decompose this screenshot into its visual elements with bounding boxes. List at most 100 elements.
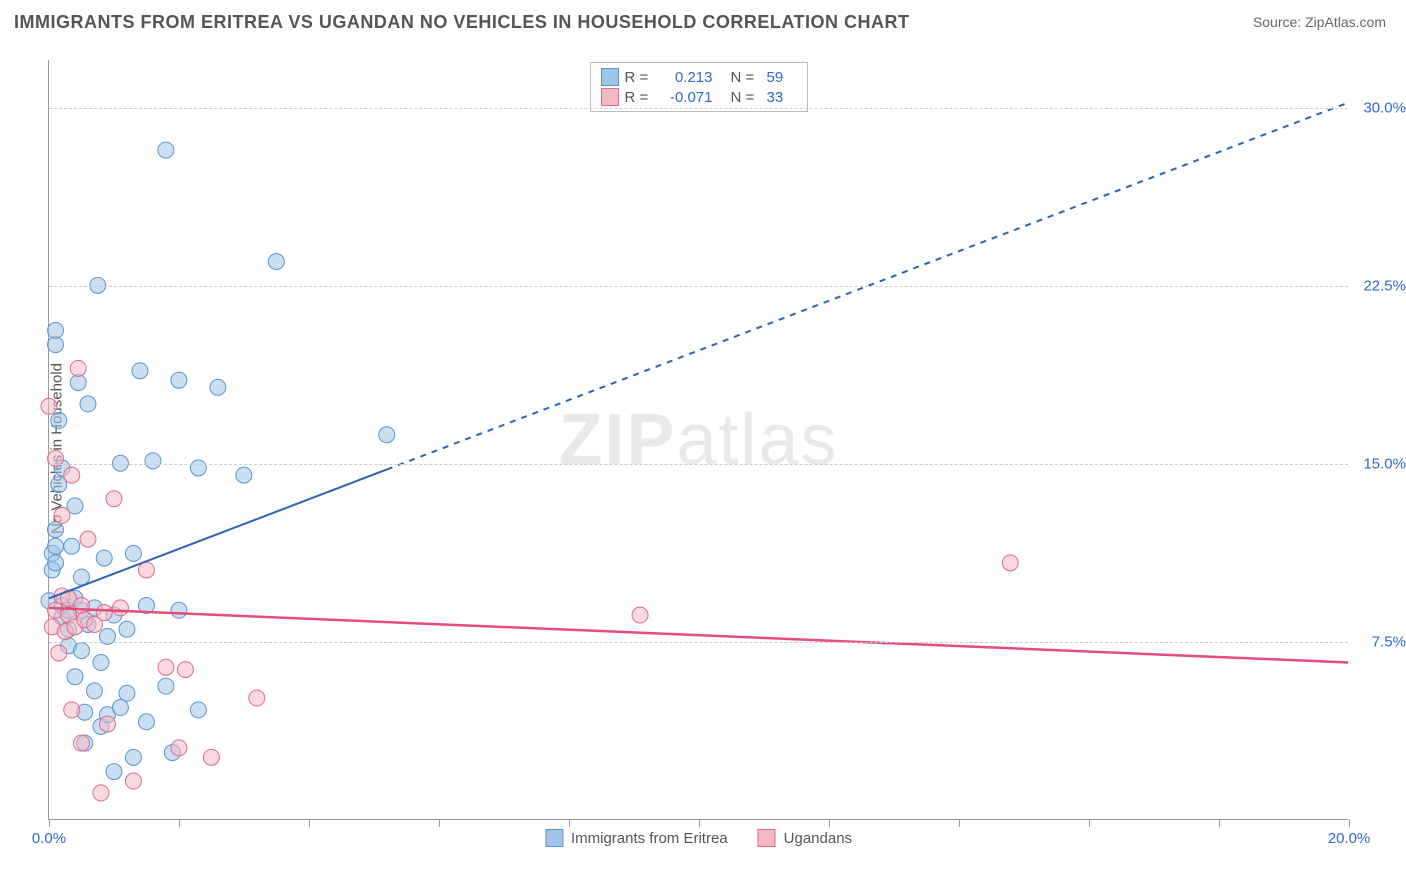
data-point — [48, 337, 64, 353]
y-tick-label: 15.0% — [1363, 455, 1406, 472]
data-point — [48, 538, 64, 554]
x-legend-item: Ugandans — [758, 829, 852, 847]
source-label: Source: — [1253, 14, 1301, 30]
x-tick — [49, 819, 50, 827]
y-gridline — [49, 642, 1348, 643]
data-point — [48, 555, 64, 571]
legend-swatch — [758, 829, 776, 847]
data-point — [93, 654, 109, 670]
x-legend-label: Ugandans — [784, 830, 852, 847]
x-tick — [699, 819, 700, 827]
x-tick — [1089, 819, 1090, 827]
data-point — [112, 700, 128, 716]
y-gridline — [49, 108, 1348, 109]
data-point — [158, 142, 174, 158]
data-point — [145, 453, 161, 469]
data-point — [379, 427, 395, 443]
data-point — [190, 460, 206, 476]
data-point — [106, 764, 122, 780]
trend-line-solid — [49, 470, 387, 599]
legend-swatch — [601, 68, 619, 86]
x-legend-item: Immigrants from Eritrea — [545, 829, 728, 847]
x-tick — [569, 819, 570, 827]
data-point — [70, 360, 86, 376]
data-point — [171, 740, 187, 756]
legend-swatch — [601, 88, 619, 106]
data-point — [80, 396, 96, 412]
chart-svg — [49, 60, 1348, 819]
data-point — [138, 714, 154, 730]
legend-row: R = -0.071 N = 33 — [601, 87, 797, 107]
data-point — [70, 375, 86, 391]
data-point — [1002, 555, 1018, 571]
data-point — [132, 363, 148, 379]
data-point — [51, 413, 67, 429]
y-tick-label: 30.0% — [1363, 99, 1406, 116]
data-point — [73, 735, 89, 751]
x-tick-label: 20.0% — [1328, 830, 1371, 847]
data-point — [236, 467, 252, 483]
data-point — [64, 702, 80, 718]
x-tick — [1349, 819, 1350, 827]
data-point — [171, 602, 187, 618]
data-point — [80, 531, 96, 547]
x-tick-label: 0.0% — [32, 830, 66, 847]
data-point — [93, 785, 109, 801]
data-point — [125, 749, 141, 765]
data-point — [106, 491, 122, 507]
source-value: ZipAtlas.com — [1305, 14, 1386, 30]
data-point — [158, 659, 174, 675]
source-attribution: Source: ZipAtlas.com — [1253, 14, 1386, 30]
y-tick-label: 7.5% — [1372, 633, 1406, 650]
plot-area: No Vehicles in Household ZIPatlas R =0.2… — [48, 60, 1348, 820]
data-point — [96, 550, 112, 566]
x-tick — [959, 819, 960, 827]
data-point — [48, 522, 64, 538]
legend-n-value: 33 — [767, 89, 797, 106]
data-point — [64, 467, 80, 483]
data-point — [119, 621, 135, 637]
chart-title: IMMIGRANTS FROM ERITREA VS UGANDAN NO VE… — [14, 12, 910, 33]
data-point — [99, 716, 115, 732]
data-point — [54, 507, 70, 523]
x-tick — [829, 819, 830, 827]
y-gridline — [49, 464, 1348, 465]
data-point — [249, 690, 265, 706]
y-tick-label: 22.5% — [1363, 277, 1406, 294]
data-point — [73, 643, 89, 659]
data-point — [41, 398, 57, 414]
x-tick — [1219, 819, 1220, 827]
legend-r-label: R = — [625, 69, 655, 86]
legend-n-label: N = — [731, 89, 761, 106]
legend-r-value: -0.071 — [661, 89, 713, 106]
legend-row: R =0.213N =59 — [601, 67, 797, 87]
data-point — [48, 322, 64, 338]
data-point — [112, 600, 128, 616]
data-point — [177, 662, 193, 678]
data-point — [51, 645, 67, 661]
x-tick — [179, 819, 180, 827]
legend-n-label: N = — [731, 69, 761, 86]
data-point — [171, 372, 187, 388]
x-legend-label: Immigrants from Eritrea — [571, 830, 728, 847]
data-point — [210, 379, 226, 395]
data-point — [203, 749, 219, 765]
data-point — [632, 607, 648, 623]
data-point — [158, 678, 174, 694]
data-point — [67, 669, 83, 685]
legend-r-label: R = — [625, 89, 655, 106]
data-point — [96, 605, 112, 621]
x-tick — [439, 819, 440, 827]
data-point — [190, 702, 206, 718]
data-point — [125, 545, 141, 561]
x-axis-legend: Immigrants from Eritrea Ugandans — [545, 829, 852, 847]
data-point — [268, 254, 284, 270]
correlation-legend: R =0.213N =59R =-0.071N =33 — [590, 62, 808, 112]
legend-swatch — [545, 829, 563, 847]
data-point — [125, 773, 141, 789]
data-point — [64, 538, 80, 554]
trend-line-solid — [49, 608, 1348, 663]
y-gridline — [49, 286, 1348, 287]
data-point — [73, 569, 89, 585]
data-point — [86, 683, 102, 699]
